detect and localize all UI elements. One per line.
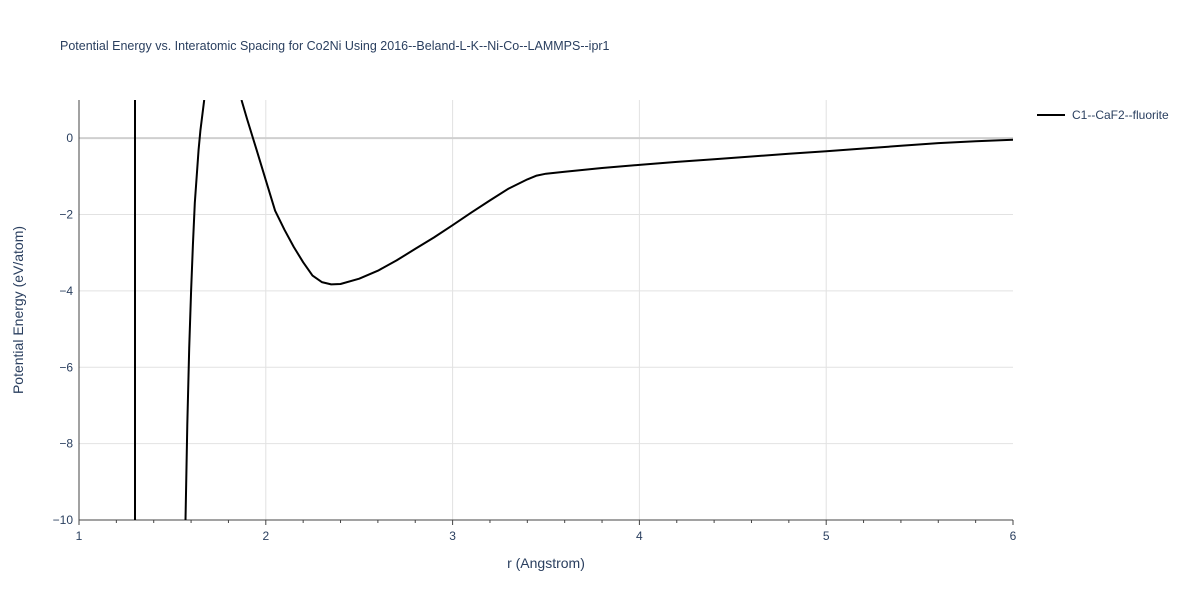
y-axis-label: Potential Energy (eV/atom) (10, 226, 26, 394)
grid (78, 100, 1014, 525)
legend: C1--CaF2--fluorite (1037, 108, 1169, 122)
y-tick-label: −6 (59, 360, 73, 374)
y-tick-label: −8 (59, 437, 73, 451)
legend-label: C1--CaF2--fluorite (1072, 108, 1169, 122)
x-tick-label: 6 (1010, 529, 1017, 543)
y-tick-label: −10 (53, 513, 74, 527)
x-axis-label: r (Angstrom) (507, 555, 585, 571)
series-line (184, 100, 206, 520)
x-tick-label: 2 (262, 529, 269, 543)
chart-title: Potential Energy vs. Interatomic Spacing… (60, 39, 610, 53)
x-tick-label: 4 (636, 529, 643, 543)
y-tick-label: 0 (66, 131, 73, 145)
series-line (240, 100, 1013, 286)
x-tick-label: 5 (823, 529, 830, 543)
y-tick-label: −4 (59, 284, 73, 298)
tick-labels: 1 2 3 4 5 6 0 −2 −4 −6 −8 −10 (53, 131, 1017, 543)
x-tick-label: 3 (449, 529, 456, 543)
y-tick-label: −2 (59, 208, 73, 222)
x-tick-label: 1 (76, 529, 83, 543)
series (134, 100, 1013, 520)
plot-area (134, 100, 1013, 520)
